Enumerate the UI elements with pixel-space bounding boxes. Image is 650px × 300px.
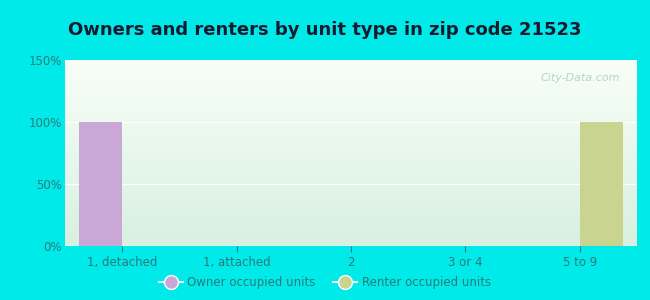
Text: City-Data.com: City-Data.com <box>540 73 620 83</box>
Bar <box>79 122 122 246</box>
Text: Owners and renters by unit type in zip code 21523: Owners and renters by unit type in zip c… <box>68 21 582 39</box>
Bar <box>580 122 623 246</box>
Legend: Owner occupied units, Renter occupied units: Owner occupied units, Renter occupied un… <box>154 272 496 294</box>
